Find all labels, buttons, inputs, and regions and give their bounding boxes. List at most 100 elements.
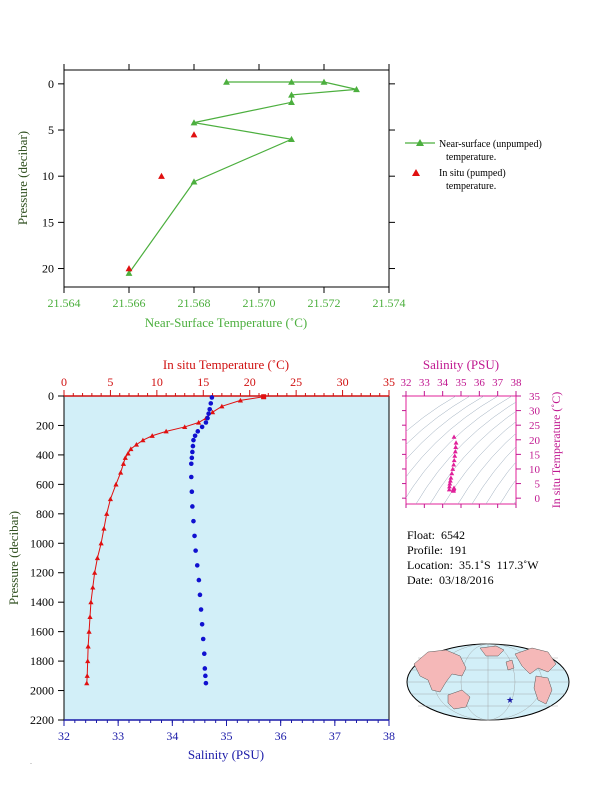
temperature-tick-label: 0: [61, 375, 67, 389]
temperature-tick-label: 10: [151, 375, 163, 389]
point-unpumped: [288, 98, 295, 106]
temperature-point: [125, 450, 131, 456]
temperature-point: [101, 525, 107, 531]
point-unpumped: [190, 178, 198, 185]
salinity-point: [206, 411, 211, 416]
x-tick-label: 21.566: [113, 296, 146, 310]
pressure-tick-label: 2200: [30, 713, 54, 727]
salinity-point: [209, 395, 215, 400]
salinity-point: [190, 504, 195, 509]
profile-number: Profile: 191: [407, 543, 467, 557]
ts-point: [448, 475, 454, 480]
salinity-tick-label: 38: [383, 729, 395, 743]
temperature-point: [85, 658, 91, 664]
ts-frame: [405, 395, 517, 505]
temperature-point: [182, 424, 188, 430]
density-contour: [406, 396, 471, 445]
series-line-unpumped: [128, 81, 357, 274]
ts-point: [451, 434, 457, 439]
temperature-point: [209, 409, 216, 415]
density-contours: [406, 396, 612, 504]
pressure-tick-label: 200: [36, 418, 54, 432]
density-contour: [406, 396, 485, 460]
temperature-point: [133, 442, 140, 447]
legend-label-pumped-2: temperature.: [446, 181, 496, 192]
density-contour: [429, 410, 516, 504]
location-map: ★: [406, 643, 570, 721]
x-tick-label: 21.564: [48, 296, 81, 310]
pressure-tick-label: 1800: [30, 654, 54, 668]
pressure-tick-label: 800: [36, 507, 54, 521]
pressure-tick-label: 0: [48, 389, 54, 403]
temperature-point: [104, 511, 110, 516]
point-unpumped: [125, 269, 133, 276]
ts-x-tick-label: 34: [437, 377, 449, 389]
temperature-point: [261, 394, 267, 399]
x-tick-label: 21.572: [308, 296, 341, 310]
salinity-point: [195, 429, 201, 434]
ts-x-tick-label: 37: [492, 377, 504, 389]
salinity-point: [190, 449, 195, 455]
profile-chart: 0 5 10 15 20 25 30 35 32 33 34 35 36 37 38 0 200 400 600 80…: [6, 357, 395, 762]
density-contour: [406, 396, 457, 432]
x-tick-label: 21.570: [243, 296, 276, 310]
salinity-point: [196, 577, 202, 583]
density-contour: [499, 479, 516, 504]
temperature-point: [86, 629, 92, 634]
salinity-point: [202, 666, 208, 671]
salinity-point: [201, 651, 207, 657]
salinity-point: [190, 443, 196, 449]
salinity-point: [205, 415, 210, 421]
x-axis-label: Near-Surface Temperature (˚C): [145, 315, 307, 330]
ts-y-tick-label: 30: [529, 406, 541, 418]
pressure-tick-label: 1200: [30, 566, 54, 580]
temperature-point: [163, 428, 169, 434]
point-pumped: [190, 131, 198, 138]
legend: Near-surface (unpumped) temperature. In …: [405, 139, 542, 192]
point-unpumped: [320, 78, 328, 85]
salinity-point: [192, 533, 197, 539]
salinity-point: [188, 461, 194, 467]
temperature-point: [237, 397, 244, 403]
salinity-point: [193, 548, 198, 553]
density-contour: [406, 396, 513, 498]
point-unpumped: [288, 91, 295, 98]
salinity-point: [189, 489, 195, 495]
pressure-tick-label: 1600: [30, 625, 54, 639]
pressure-tick-label: 600: [36, 477, 54, 491]
temperature-point: [98, 540, 104, 546]
salinity-point: [198, 607, 204, 612]
temperature-point: [122, 455, 128, 460]
top-axis-label: In situ Temperature (˚C): [163, 357, 289, 372]
y-tick-label: 10: [42, 169, 54, 183]
temperature-point: [196, 419, 202, 425]
salinity-tick-label: 35: [221, 729, 233, 743]
density-contour: [406, 396, 499, 478]
ts-x-tick-label: 35: [456, 377, 468, 389]
ts-y-tick-label: 35: [529, 391, 541, 403]
y-tick-label: 5: [48, 123, 54, 137]
ts-point: [449, 470, 455, 476]
ts-y-tick-label: 0: [535, 493, 541, 505]
location: Location: 35.1˚S 117.3˚W: [407, 558, 539, 572]
temperature-point: [90, 584, 96, 590]
ts-point: [446, 487, 452, 492]
bottom-axis-label: Salinity (PSU): [188, 747, 264, 762]
ts-point: [447, 481, 453, 486]
salinity-point: [188, 474, 194, 480]
ts-y-tick-label: 5: [535, 479, 541, 491]
temperature-point: [149, 433, 155, 438]
temperature-point: [92, 570, 98, 575]
salinity-point: [194, 563, 200, 568]
ts-point: [453, 440, 459, 445]
pressure-tick-label: 400: [36, 448, 54, 462]
temperature-point: [84, 680, 90, 686]
salinity-tick-label: 32: [58, 729, 70, 743]
ts-x-tick-label: 32: [401, 377, 412, 389]
salinity-point: [207, 406, 213, 412]
legend-marker-pumped: [412, 169, 420, 176]
temperature-point: [120, 461, 127, 466]
ts-point: [451, 462, 457, 467]
density-contour: [528, 396, 612, 504]
